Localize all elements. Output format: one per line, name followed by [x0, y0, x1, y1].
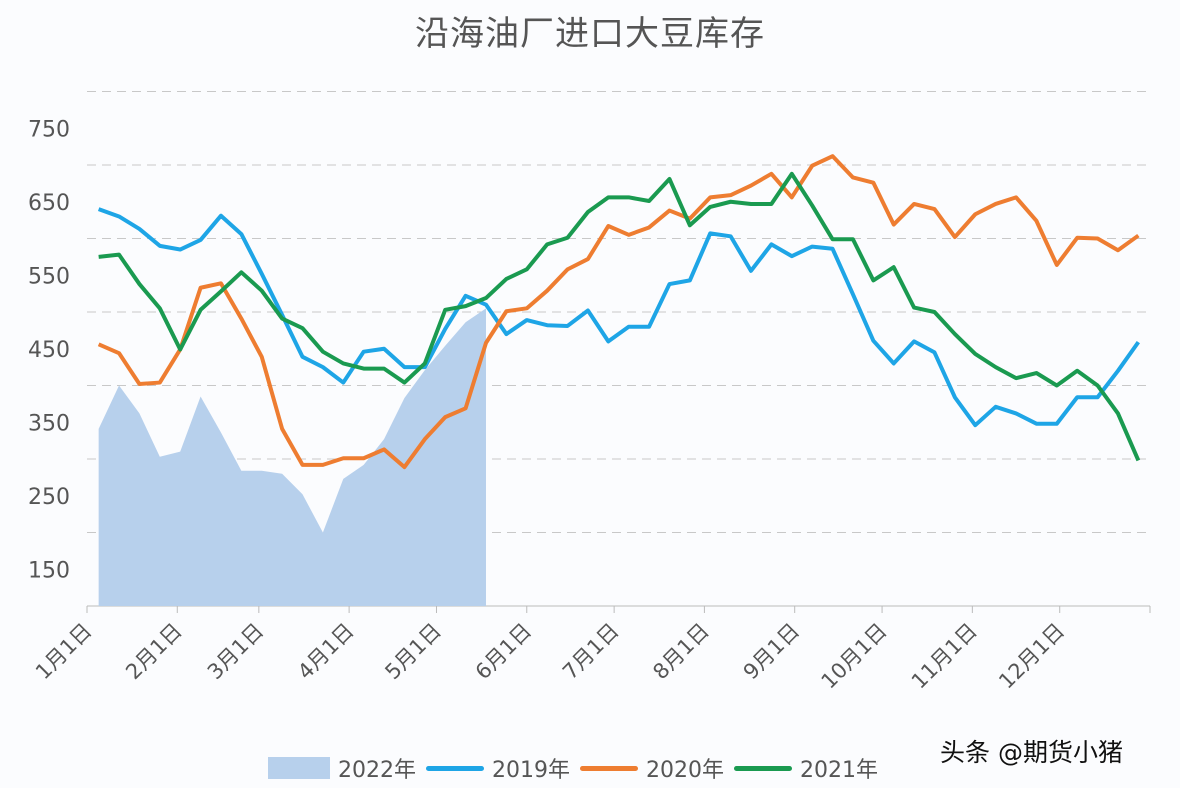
- legend-label: 2019年: [492, 758, 570, 783]
- legend-item[interactable]: 2021年: [734, 752, 878, 784]
- gridlines: [87, 91, 1150, 533]
- y-tick-label: 250: [28, 485, 70, 510]
- y-axis: 150 250 350 450 550 650 750: [28, 117, 70, 583]
- legend-label: 2021年: [800, 758, 878, 783]
- series-layer: [97, 154, 1141, 606]
- legend-swatch: [580, 765, 638, 771]
- y-tick-label: 750: [28, 117, 70, 142]
- x-tick-label: 9月1日: [739, 619, 805, 685]
- legend-swatch: [734, 765, 792, 771]
- y-tick-label: 550: [28, 264, 70, 289]
- line-series-2019: [97, 207, 1140, 428]
- chart-title: 沿海油厂进口大豆库存: [415, 14, 765, 54]
- x-axis: 1月1日 2月1日 3月1日 4月1日 5月1日 6月1日 7月1日 8月1日 9月1日 10月1…: [31, 605, 1151, 694]
- line-series-2020: [97, 154, 1140, 470]
- x-tick-label: 6月1日: [471, 619, 537, 685]
- x-tick-label: 12月1日: [994, 619, 1069, 694]
- x-tick-label: 3月1日: [203, 619, 269, 685]
- legend-swatch: [426, 765, 484, 771]
- x-tick-label: 7月1日: [558, 619, 624, 685]
- y-tick-label: 350: [28, 411, 70, 436]
- y-tick-label: 650: [28, 191, 70, 216]
- legend-label: 2022年: [338, 758, 416, 783]
- legend-swatch: [268, 757, 330, 779]
- legend-label: 2020年: [646, 758, 724, 783]
- area-series-2022: [98, 308, 486, 606]
- legend-item[interactable]: 2022年: [268, 752, 416, 784]
- watermark: 头条 @期货小猪: [940, 738, 1123, 767]
- x-tick-label: 5月1日: [380, 619, 446, 685]
- legend: 2022年 2019年 2020年 2021年: [268, 752, 888, 784]
- x-tick-label: 11月1日: [907, 619, 982, 694]
- y-tick-label: 450: [28, 338, 70, 363]
- legend-item[interactable]: 2019年: [426, 752, 570, 784]
- line-series-2021: [98, 171, 1141, 462]
- x-tick-label: 4月1日: [293, 619, 359, 685]
- x-tick-label: 2月1日: [121, 619, 187, 685]
- x-tick-label: 1月1日: [31, 619, 97, 685]
- legend-item[interactable]: 2020年: [580, 752, 724, 784]
- y-tick-label: 150: [28, 558, 70, 583]
- x-tick-label: 10月1日: [817, 619, 892, 694]
- x-tick-label: 8月1日: [648, 619, 714, 685]
